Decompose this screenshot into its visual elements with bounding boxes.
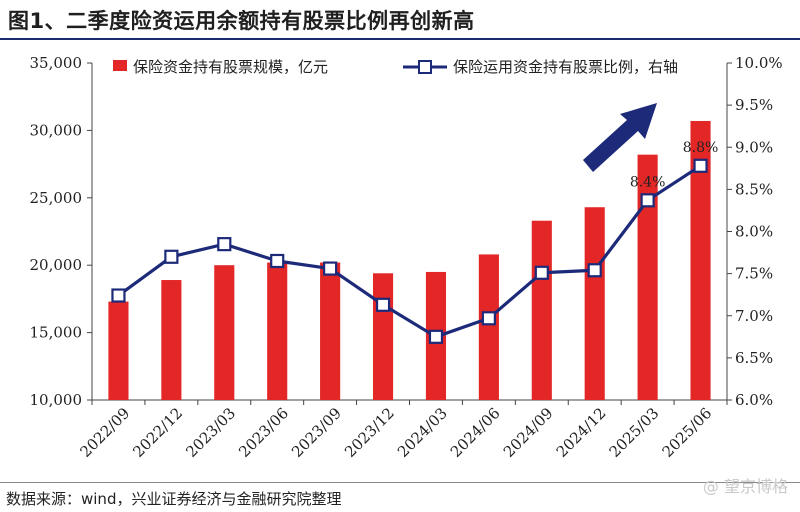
line-point — [587, 263, 602, 278]
y-right-tick-label: 10.0% — [735, 54, 783, 72]
y-right-tick-label: 6.0% — [735, 391, 773, 409]
trend-arrow-shape — [583, 103, 657, 172]
x-tick-label: 2024/09 — [500, 404, 557, 461]
trend-arrow-icon — [583, 103, 657, 172]
line-series — [111, 158, 708, 344]
legend: 保险资金持有股票规模，亿元 保险运用资金持有股票比例，右轴 — [113, 58, 678, 76]
x-tick-label: 2023/03 — [182, 404, 239, 461]
y-left-tick-label: 15,000 — [30, 324, 83, 342]
bar — [637, 154, 658, 400]
chart-axes: 10,000 15,000 20,000 25,000 30,000 35,000 6.0%… — [30, 54, 783, 461]
y-left-tick-label: 35,000 — [30, 54, 83, 72]
line-point — [217, 237, 232, 252]
legend-line-marker — [418, 60, 432, 74]
x-tick-label: 2023/12 — [341, 404, 398, 461]
x-tick-label: 2024/12 — [553, 404, 610, 461]
bar — [108, 301, 129, 400]
bar — [214, 265, 235, 400]
legend-bar-label: 保险资金持有股票规模，亿元 — [133, 58, 328, 76]
y-right-tick-label: 7.5% — [735, 265, 773, 283]
y-right-tick-label: 6.5% — [735, 349, 773, 367]
data-labels: 8.4% 8.8% — [630, 140, 718, 191]
source-note: 数据来源：wind，兴业证券经济与金融研究院整理 — [6, 490, 342, 508]
bar — [690, 120, 711, 401]
y-right-tick-label: 9.0% — [735, 138, 773, 156]
line-point — [164, 249, 179, 264]
footer-divider — [0, 482, 800, 483]
line-point — [481, 311, 496, 326]
x-tick-label: 2025/06 — [659, 404, 716, 461]
bar — [584, 207, 605, 400]
data-label: 8.8% — [683, 140, 719, 156]
bar — [372, 273, 394, 400]
line-point — [534, 265, 549, 280]
bar — [267, 262, 288, 400]
x-tick-label: 2024/06 — [447, 404, 504, 461]
watermark: @ 望京博格 — [702, 477, 788, 496]
line-point — [428, 329, 444, 344]
y-left-tick-label: 25,000 — [30, 189, 83, 207]
line-point — [640, 193, 655, 208]
x-tick-label: 2024/03 — [394, 404, 451, 461]
legend-line-label: 保险运用资金持有股票比例，右轴 — [453, 58, 678, 76]
line-point — [270, 253, 285, 269]
bar — [161, 280, 182, 400]
figure-title: 图1、二季度险资运用余额持有股票比例再创新高 — [8, 9, 475, 33]
x-tick-label: 2023/06 — [235, 404, 292, 461]
y-left-tick-label: 20,000 — [30, 256, 83, 274]
chart: 10,000 15,000 20,000 25,000 30,000 35,000 6.0%… — [30, 54, 783, 461]
x-tick-label: 2022/09 — [76, 404, 133, 461]
bar — [478, 254, 499, 400]
data-label: 8.4% — [630, 174, 666, 190]
bar — [531, 220, 552, 400]
line-point — [693, 158, 708, 173]
y-right-tick-label: 9.5% — [735, 96, 773, 114]
y-right-tick-label: 8.0% — [735, 223, 773, 241]
y-right-tick-label: 8.5% — [735, 180, 773, 198]
line-point — [375, 297, 391, 312]
title-divider — [0, 38, 800, 40]
y-right-tick-label: 7.0% — [735, 307, 773, 325]
bar — [320, 262, 341, 400]
series-line — [117, 164, 702, 339]
line-point — [323, 261, 338, 276]
y-left-tick-label: 10,000 — [30, 391, 83, 409]
x-tick-label: 2023/09 — [288, 404, 345, 461]
x-tick-label: 2025/03 — [606, 404, 663, 461]
legend-bar-swatch — [113, 60, 127, 71]
x-tick-label: 2022/12 — [129, 404, 186, 461]
y-left-tick-label: 30,000 — [30, 121, 83, 139]
bar-series — [108, 120, 711, 401]
line-point — [111, 288, 126, 303]
